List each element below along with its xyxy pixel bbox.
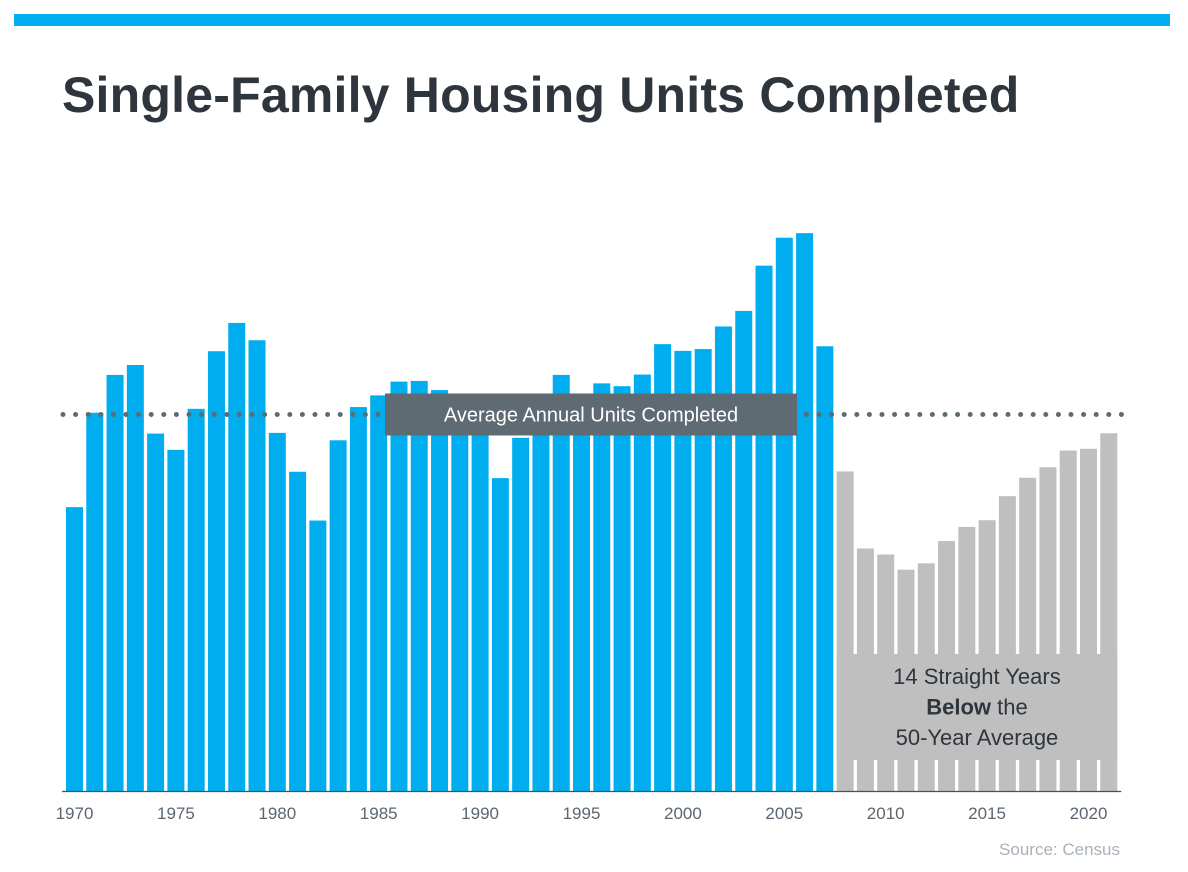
bar-1971 — [86, 412, 104, 791]
highlight-label-line-3: 50-Year Average — [896, 725, 1059, 750]
highlight-label-line-1: 14 Straight Years — [893, 664, 1061, 689]
bar-1991 — [491, 478, 509, 791]
bar-2006 — [796, 233, 814, 791]
bar-2000 — [674, 350, 692, 791]
bar-1973 — [126, 364, 144, 791]
highlight-label-box — [836, 654, 1118, 760]
bar-1976 — [187, 408, 205, 791]
x-tick-1985: 1985 — [360, 804, 398, 823]
bar-2003 — [735, 310, 753, 791]
bar-1997 — [613, 386, 631, 791]
bar-1977 — [207, 351, 225, 791]
bar-1988 — [431, 390, 449, 791]
x-tick-2010: 2010 — [867, 804, 905, 823]
bar-1974 — [147, 433, 165, 791]
bar-1970 — [66, 507, 83, 791]
bar-1979 — [248, 340, 266, 791]
bar-2005 — [775, 237, 793, 792]
bar-1993 — [532, 409, 550, 791]
x-tick-2020: 2020 — [1070, 804, 1108, 823]
bar-2002 — [714, 326, 732, 791]
bar-1986 — [390, 381, 408, 791]
x-tick-2015: 2015 — [968, 804, 1006, 823]
average-label: Average Annual Units Completed — [444, 404, 738, 426]
highlight-label-line-2: Below the — [926, 695, 1027, 720]
x-tick-2000: 2000 — [664, 804, 702, 823]
chart-title: Single-Family Housing Units Completed — [62, 67, 1020, 123]
x-tick-1980: 1980 — [258, 804, 296, 823]
bar-1992 — [512, 437, 530, 791]
bar-1987 — [410, 380, 428, 791]
bar-1981 — [289, 471, 307, 791]
bar-1984 — [349, 407, 367, 791]
average-label-box — [385, 393, 797, 436]
x-tick-2005: 2005 — [765, 804, 803, 823]
highlight-label: 14 Straight Years Below the 50-Year Averag… — [893, 664, 1061, 750]
bar-2004 — [755, 265, 773, 792]
bar-1972 — [106, 374, 124, 791]
bar-1980 — [268, 432, 286, 791]
bar-1975 — [167, 449, 185, 791]
bar-1999 — [654, 344, 672, 791]
source-note: Source: Census — [999, 840, 1120, 859]
x-tick-1995: 1995 — [563, 804, 601, 823]
top-accent-bar — [14, 14, 1170, 26]
x-tick-1975: 1975 — [157, 804, 195, 823]
bar-1982 — [309, 520, 327, 791]
x-tick-labels: 1970 1975 1980 1985 1990 1995 2000 2005 2010 2015… — [56, 804, 1108, 823]
bar-2001 — [694, 349, 712, 791]
bar-1996 — [593, 383, 611, 791]
bar-1989 — [451, 410, 469, 791]
bar-1990 — [471, 432, 489, 791]
bar-1985 — [370, 395, 388, 791]
x-tick-1970: 1970 — [56, 804, 94, 823]
bar-1995 — [573, 399, 590, 791]
x-tick-1990: 1990 — [461, 804, 499, 823]
bar-1994 — [552, 374, 570, 791]
bar-1998 — [633, 374, 651, 791]
bar-1983 — [329, 440, 347, 791]
bar-1978 — [228, 322, 246, 791]
bar-2007 — [816, 346, 834, 791]
